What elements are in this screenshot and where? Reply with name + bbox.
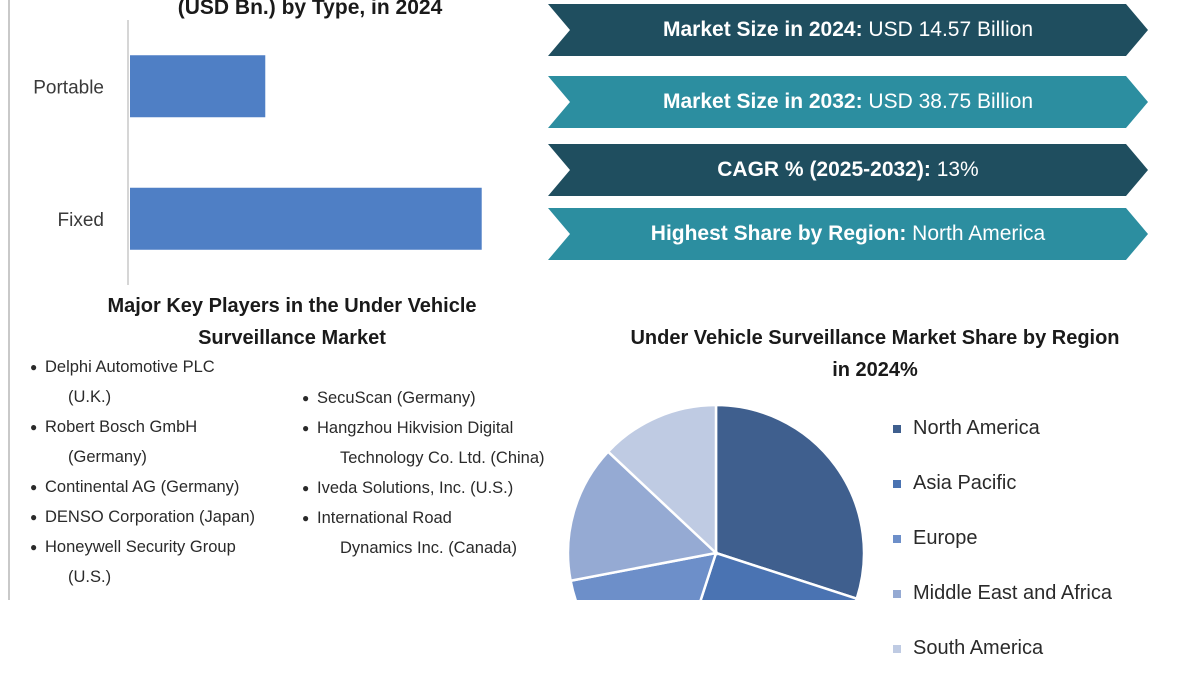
kpi-banner-shape	[548, 144, 1148, 196]
bar-category-label: Portable	[33, 77, 104, 98]
kpi-banner-fill	[548, 144, 1148, 196]
key-player-name: SecuScan (Germany)	[317, 389, 476, 407]
bullet-icon: ●	[30, 510, 38, 524]
key-player-item: ● Iveda Solutions, Inc. (U.S.)	[302, 473, 572, 503]
legend-swatch	[893, 424, 901, 433]
bullet-icon: ●	[302, 391, 310, 405]
kpi-label: Market Size in 2024:	[662, 18, 863, 41]
kpi-value: USD 38.75 Billion	[868, 90, 1034, 113]
legend-item: North America	[893, 412, 1112, 467]
key-player-item: ● SecuScan (Germany)	[302, 383, 572, 413]
bullet-icon: ●	[302, 421, 310, 435]
legend-label: North America	[913, 417, 1040, 439]
kpi-banner-fill	[548, 4, 1148, 56]
key-player-detail: (Germany)	[68, 448, 147, 466]
bar-fixed	[130, 187, 482, 250]
key-player-detail: Technology Co. Ltd. (China)	[340, 449, 545, 467]
key-players-column-2: ● SecuScan (Germany) ● Hangzhou Hikvision D…	[302, 383, 572, 563]
key-player-detail: (U.K.)	[68, 388, 112, 406]
key-player-name: Honeywell Security Group	[45, 538, 236, 556]
legend-label: Asia Pacific	[913, 472, 1017, 494]
key-player-item: ● Robert Bosch GmbH (Germany)	[30, 412, 310, 472]
bullet-icon: ●	[30, 480, 38, 494]
legend-swatch	[893, 534, 901, 543]
legend-swatch	[893, 479, 901, 488]
key-player-name: DENSO Corporation (Japan)	[45, 508, 256, 526]
key-player-item: ● Honeywell Security Group (U.S.)	[30, 532, 310, 592]
bar-chart-title: (USD Bn.) by Type, in 2024	[177, 0, 443, 19]
kpi-market-size-2024: Market Size in 2024: USD 14.57 Billion	[548, 4, 1148, 56]
pie-chart-title: Under Vehicle Surveillance Market Share …	[630, 327, 1120, 381]
kpi-label: Highest Share by Region:	[650, 222, 907, 245]
key-player-name: International Road	[317, 509, 452, 527]
kpi-value: USD 14.57 Billion	[868, 18, 1034, 41]
kpi-label: CAGR % (2025-2032):	[717, 158, 931, 181]
key-player-item: ● DENSO Corporation (Japan)	[30, 502, 310, 532]
bullet-icon: ●	[302, 481, 310, 495]
key-player-item: ● Delphi Automotive PLC (U.K.)	[30, 352, 310, 412]
pie-slice-middle-east-and-africa	[566, 449, 719, 583]
key-player-name: Continental AG (Germany)	[45, 478, 240, 496]
pie-legend: North America Asia Pacific Europe Middle Ea…	[893, 412, 1112, 687]
key-player-detail: (U.S.)	[68, 568, 112, 586]
bullet-icon: ●	[302, 511, 310, 525]
pie-chart	[566, 403, 866, 600]
kpi-market-size-2032: Market Size in 2032: USD 38.75 Billion	[548, 76, 1148, 128]
key-player-item: ● International Road Dynamics Inc. (Canada…	[302, 503, 572, 563]
kpi-highest-share-region: Highest Share by Region: North America	[548, 208, 1148, 260]
bullet-icon: ●	[30, 420, 38, 434]
key-players-title: Major Key Players in the Under Vehicle S…	[107, 295, 477, 349]
key-player-name: Delphi Automotive PLC	[45, 358, 215, 376]
legend-label: Europe	[913, 527, 978, 549]
pie-slice-south-america	[606, 403, 718, 556]
kpi-label: Market Size in 2032:	[662, 90, 863, 113]
key-player-name: Hangzhou Hikvision Digital	[317, 419, 514, 437]
bar-portable	[130, 55, 266, 118]
key-player-detail: Dynamics Inc. (Canada)	[340, 539, 517, 557]
kpi-banner-shape	[548, 4, 1148, 56]
legend-swatch	[893, 589, 901, 598]
legend-item: Middle East and Africa	[893, 577, 1112, 632]
legend-label: Middle East and Africa	[913, 582, 1112, 604]
kpi-banner-shape	[548, 76, 1148, 128]
legend-item: Asia Pacific	[893, 467, 1112, 522]
key-player-item: ● Hangzhou Hikvision Digital Technology Co…	[302, 413, 572, 473]
kpi-banner-fill	[548, 208, 1148, 260]
pie-slice-europe	[569, 551, 718, 600]
kpi-banner-shape	[548, 208, 1148, 260]
bullet-icon: ●	[30, 360, 38, 374]
key-player-name: Robert Bosch GmbH	[45, 418, 198, 436]
legend-item: Europe	[893, 522, 1112, 577]
bullet-icon: ●	[30, 540, 38, 554]
legend-swatch	[893, 644, 901, 653]
bar-category-label: Fixed	[58, 210, 104, 231]
key-player-name: Iveda Solutions, Inc. (U.S.)	[317, 479, 514, 497]
key-players-column-1: ● Delphi Automotive PLC (U.K.) ● Robert Bosc…	[30, 352, 310, 592]
pie-slice-asia-pacific	[699, 551, 859, 600]
kpi-value: North America	[912, 222, 1046, 245]
kpi-value: 13%	[936, 158, 979, 181]
pie-slice-north-america	[714, 403, 866, 600]
legend-label: South America	[913, 637, 1044, 659]
frame-divider	[8, 0, 10, 600]
kpi-banner-fill	[548, 76, 1148, 128]
key-player-item: ● Continental AG (Germany)	[30, 472, 310, 502]
legend-item: South America	[893, 632, 1112, 687]
kpi-cagr: CAGR % (2025-2032): 13%	[548, 144, 1148, 196]
bar-chart: Portable Fixed	[33, 20, 482, 285]
